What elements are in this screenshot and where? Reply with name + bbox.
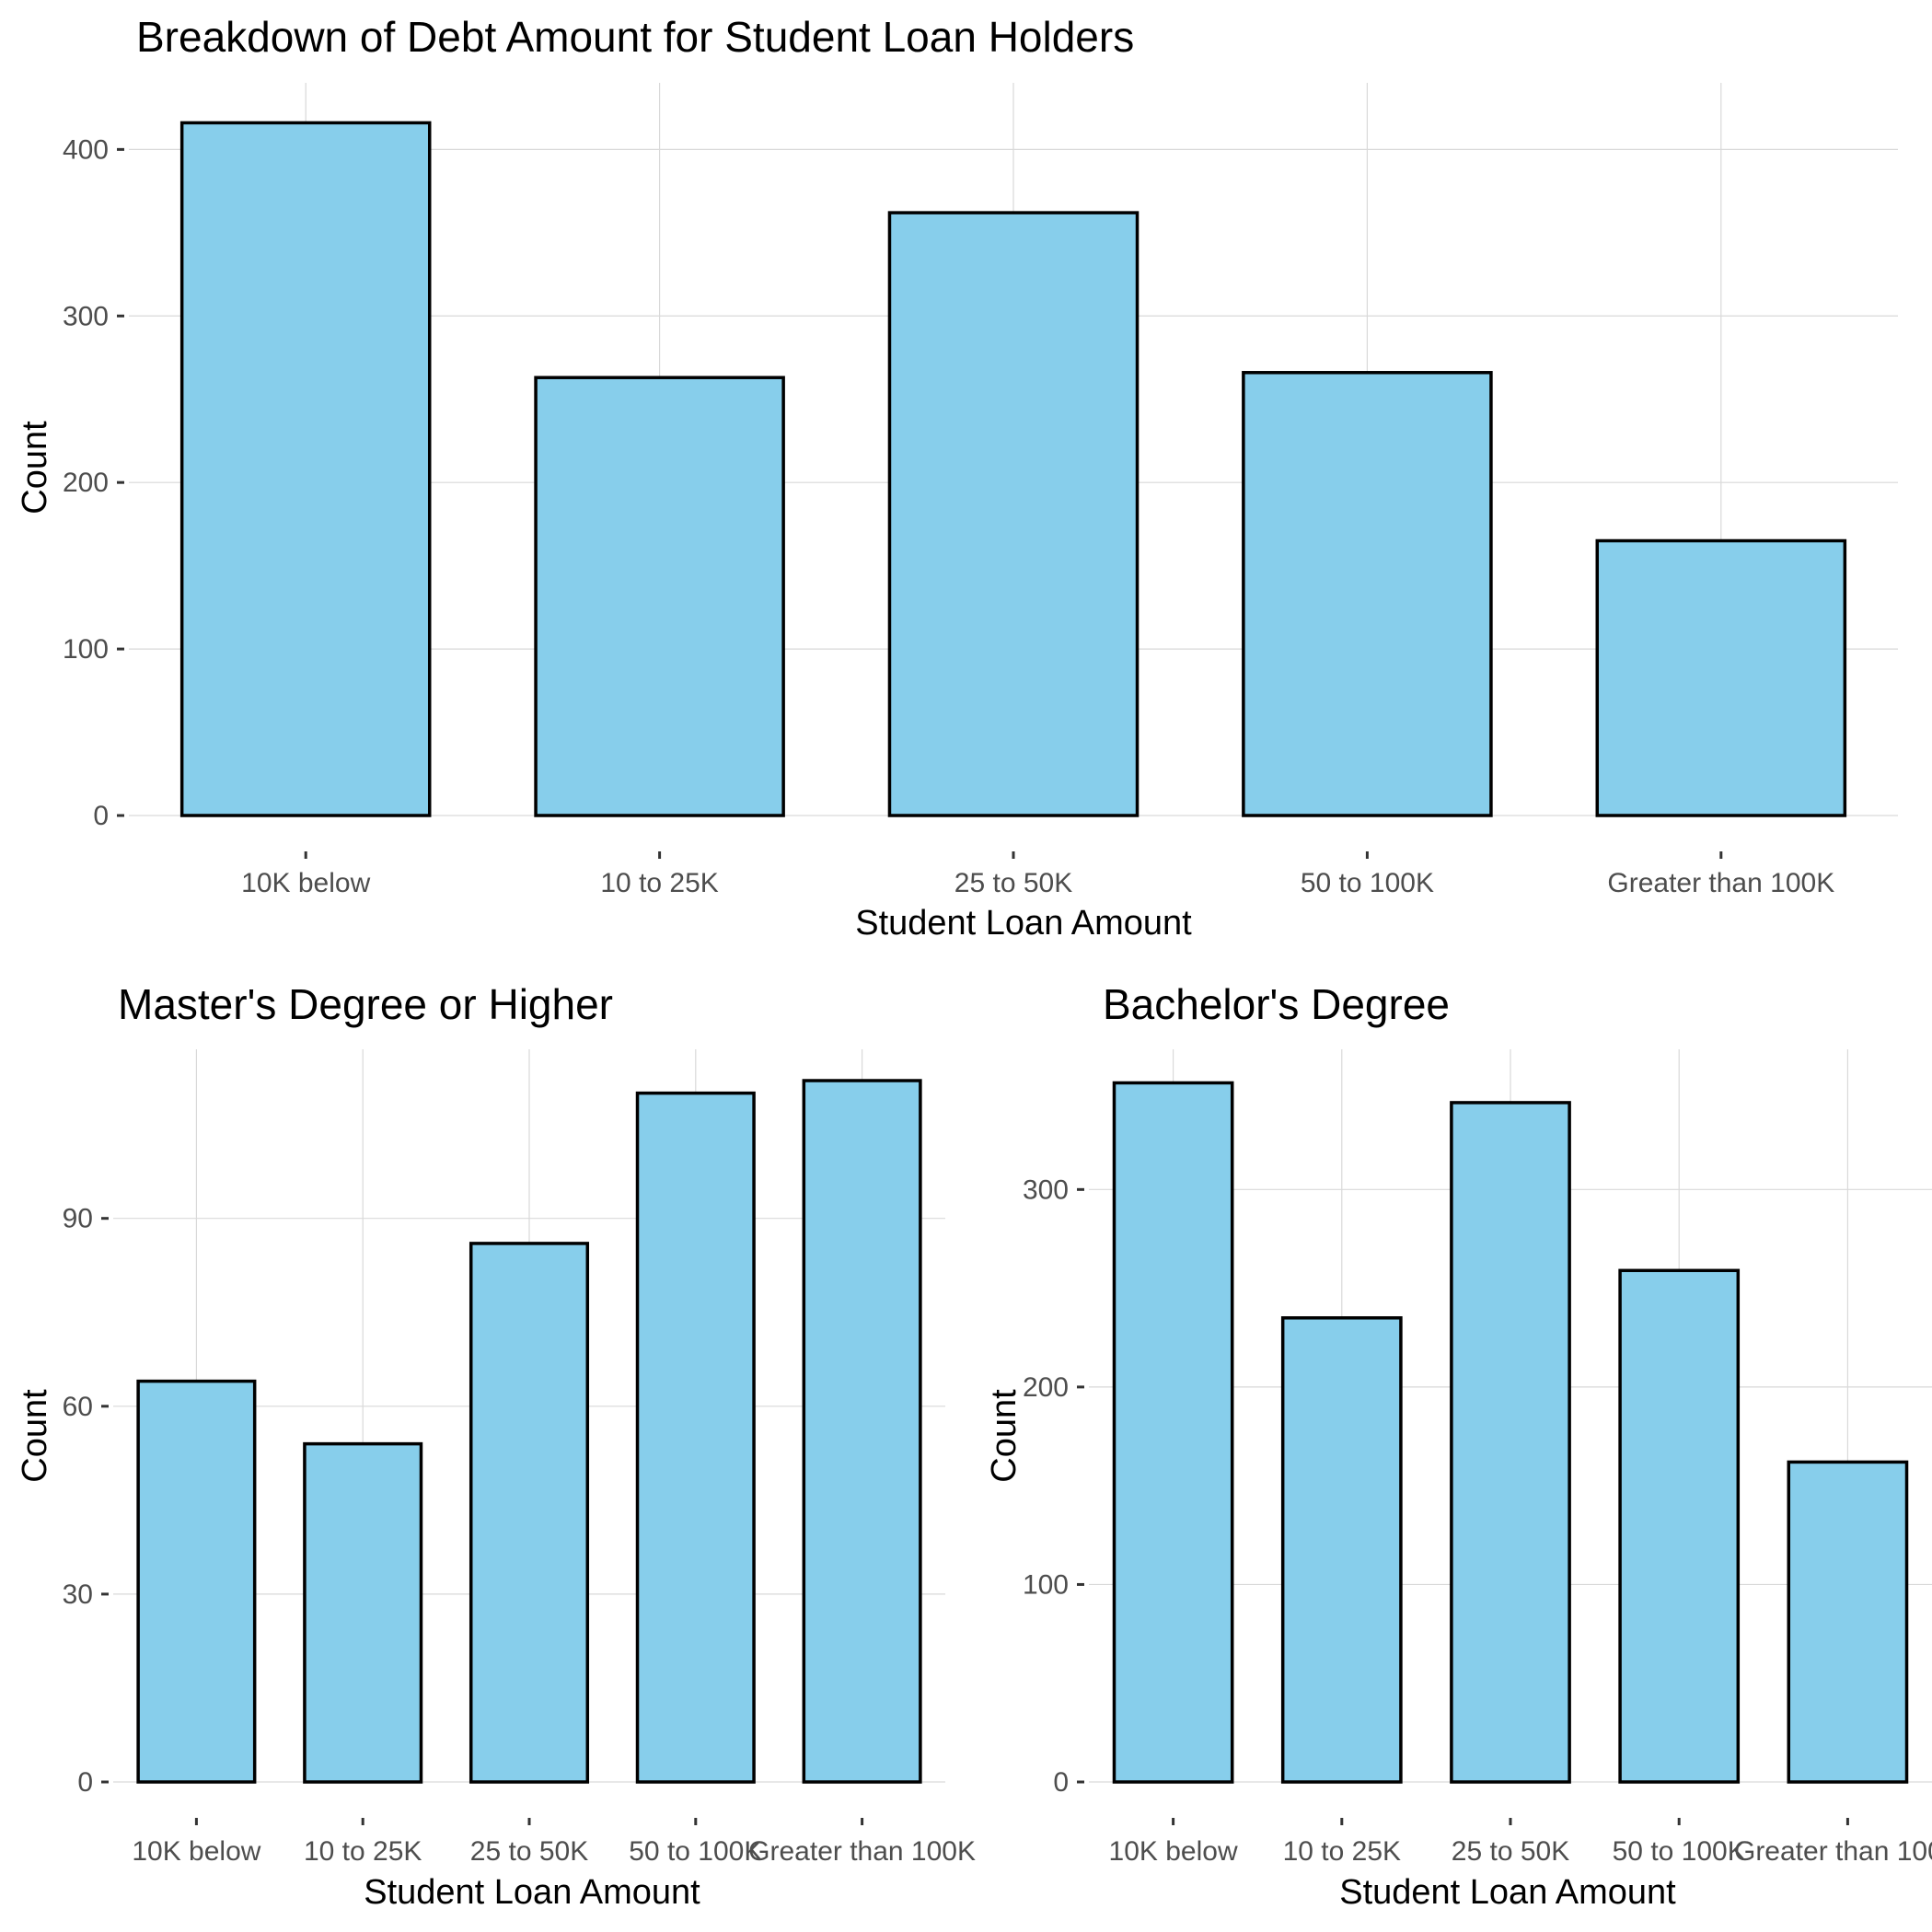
x-tick-label: 25 to 50K <box>1452 1836 1569 1867</box>
y-tick-label: 200 <box>63 468 109 498</box>
y-axis-title: Count <box>16 421 54 515</box>
y-axis-title: Count <box>16 1389 54 1483</box>
bar <box>1112 1081 1234 1784</box>
bar <box>802 1079 922 1784</box>
chart-panel-masters: Master's Degree or Higher 0 30 60 90 10K bel… <box>16 980 976 1912</box>
bar <box>469 1242 590 1784</box>
y-tick-label: 200 <box>1023 1372 1069 1403</box>
x-tick-label: 10K below <box>241 868 370 898</box>
x-tick-label: 50 to 100K <box>1613 1836 1746 1867</box>
x-tick-label: 10 to 25K <box>600 868 718 898</box>
x-tick-label: 50 to 100K <box>629 1836 762 1867</box>
x-tick-label: 10K below <box>132 1836 260 1867</box>
chart-title: Bachelor's Degree <box>1103 980 1450 1028</box>
y-tick-label: 90 <box>63 1204 93 1234</box>
x-tick-label: 25 to 50K <box>954 868 1072 898</box>
bar <box>1618 1268 1741 1784</box>
bar <box>887 211 1140 817</box>
x-axis-title: Student Loan Amount <box>855 904 1192 943</box>
bar <box>1280 1316 1403 1784</box>
y-axis-title: Count <box>985 1389 1024 1483</box>
bar <box>136 1379 257 1784</box>
y-tick-label: 100 <box>1023 1569 1069 1600</box>
bar <box>1450 1101 1571 1784</box>
bar <box>303 1441 423 1784</box>
y-tick-label: 30 <box>63 1579 93 1610</box>
x-tick-label: 10K below <box>1109 1836 1238 1867</box>
y-tick-label: 0 <box>93 801 109 831</box>
x-tick-label: 25 to 50K <box>470 1836 588 1867</box>
x-axis-title: Student Loan Amount <box>1339 1873 1676 1912</box>
y-tick-label: 100 <box>63 634 109 665</box>
bar <box>1787 1460 1909 1784</box>
y-tick-label: 300 <box>63 301 109 331</box>
x-axis-title: Student Loan Amount <box>364 1873 700 1912</box>
bar <box>1595 538 1847 817</box>
chart-title: Breakdown of Debt Amount for Student Loa… <box>136 13 1134 61</box>
bar <box>1242 371 1493 817</box>
x-tick-label: Greater than 100K <box>1607 868 1834 898</box>
y-tick-label: 0 <box>77 1767 93 1798</box>
chart-panel-bachelors: Bachelor's Degree 0 100 200 300 10K below 10 … <box>985 980 1932 1912</box>
x-tick-label: Greater than 100K <box>748 1836 976 1867</box>
y-tick-label: 300 <box>1023 1174 1069 1205</box>
bar <box>179 121 432 817</box>
bar <box>534 376 785 817</box>
y-tick-label: 60 <box>63 1392 93 1422</box>
chart-panel-overall: Breakdown of Debt Amount for Student Loa… <box>16 13 1898 943</box>
y-tick-label: 400 <box>63 134 109 165</box>
y-tick-label: 0 <box>1053 1767 1069 1798</box>
chart-title: Master's Degree or Higher <box>118 980 613 1028</box>
x-tick-label: 10 to 25K <box>304 1836 422 1867</box>
x-tick-label: 10 to 25K <box>1283 1836 1401 1867</box>
bar <box>635 1091 756 1784</box>
x-tick-label: Greater than 100K <box>1734 1836 1932 1867</box>
x-tick-label: 50 to 100K <box>1301 868 1434 898</box>
